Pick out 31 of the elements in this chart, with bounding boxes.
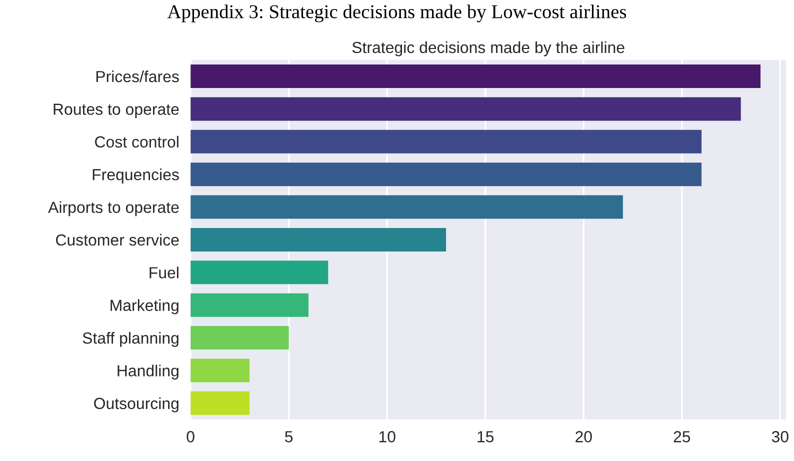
bar (190, 391, 250, 415)
x-tick-label: 15 (478, 431, 494, 442)
bar (190, 228, 446, 252)
x-tick-label: 30 (772, 431, 788, 442)
bar (190, 293, 308, 317)
y-tick-label: Handling (118, 364, 178, 380)
y-tick-label: Prices/fares (96, 70, 179, 82)
bar (190, 260, 328, 284)
bar (190, 326, 289, 350)
y-tick-label: Routes to operate (54, 104, 179, 118)
bar (190, 358, 250, 382)
x-tick-label: 0 (186, 431, 194, 442)
bar (190, 162, 702, 186)
bar (190, 97, 741, 121)
chart-title: Appendix 3: Strategic decisions made by Low-cost airlines (167, 4, 626, 22)
y-tick-label: Frequencies (92, 168, 179, 184)
x-tick-label: 10 (379, 431, 396, 442)
y-tick-label: Fuel (150, 266, 178, 278)
y-tick-label: Cost control (95, 136, 178, 148)
x-tick-label: 5 (285, 431, 293, 442)
chart-subtitle: Strategic decisions made by the airline (352, 41, 624, 56)
y-tick-label: Outsourcing (94, 397, 178, 412)
bar (190, 64, 761, 88)
bar (190, 130, 702, 154)
x-tick-label: 20 (576, 431, 592, 442)
bar (190, 195, 623, 219)
x-tick-label: 25 (674, 431, 690, 442)
y-tick-label: Staff planning (82, 332, 178, 347)
y-tick-label: Customer service (56, 234, 179, 246)
y-tick-label: Marketing (110, 299, 178, 314)
y-tick-label: Airports to operate (48, 201, 179, 216)
